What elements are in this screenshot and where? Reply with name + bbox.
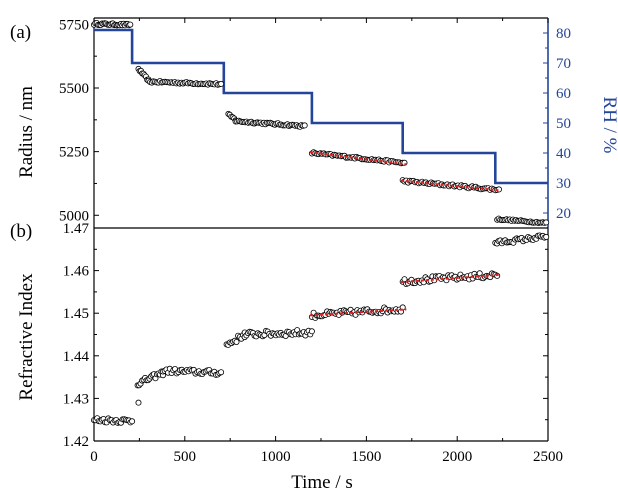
ri-point: [233, 338, 240, 345]
b-xtick-label: 2000: [442, 449, 472, 465]
ri-point: [129, 418, 136, 425]
b-xtick-label: 1500: [351, 449, 381, 465]
a-rh-tick-label: 20: [556, 206, 571, 222]
ri-point: [135, 399, 142, 406]
a-rh-tick-label: 70: [556, 56, 571, 72]
refractive-index-axis-label: Refractive Index: [16, 273, 37, 401]
a-ytick-label: 5750: [59, 17, 89, 33]
ri-point: [218, 369, 225, 376]
ri-fit-line: [310, 308, 407, 317]
b-xtick-label: 1000: [261, 449, 291, 465]
b-ytick-label: 1.42: [63, 434, 89, 450]
rh-axis-label: RH / %: [599, 97, 618, 154]
a-rh-tick-label: 80: [556, 26, 571, 42]
ri-fit-line: [400, 273, 500, 284]
panel-a-label: (a): [10, 22, 31, 43]
b-ytick-label: 1.46: [63, 264, 90, 280]
b-ytick-label: 1.43: [63, 391, 89, 407]
panel-a: 5000 5250 5500 5750 20 30 40 50 60 70 80: [59, 17, 571, 228]
time-axis-label: Time / s: [291, 472, 353, 493]
b-ytick-label: 1.47: [63, 221, 90, 237]
panel-b-label: (b): [10, 221, 32, 242]
a-rh-tick-label: 60: [556, 86, 571, 102]
radius-point: [127, 21, 134, 28]
radius-point: [301, 122, 308, 129]
a-ytick-label: 5500: [59, 81, 89, 97]
b-ytick-label: 1.45: [63, 306, 89, 322]
b-xtick-label: 500: [174, 449, 197, 465]
a-ytick-label: 5000: [59, 208, 89, 224]
a-ytick-label: 5250: [59, 145, 89, 161]
a-rh-tick-label: 40: [556, 146, 571, 162]
b-xtick-label: 0: [90, 449, 98, 465]
panel-b: 1.42 1.43 1.44 1.45 1.46 1.47 0 500 1000 1500 2000…: [63, 221, 563, 465]
ri-point: [308, 328, 315, 335]
ri-point: [543, 233, 550, 240]
radius-point: [218, 80, 225, 87]
a-rh-tick-label: 30: [556, 176, 571, 192]
a-rh-tick-label: 50: [556, 116, 571, 132]
rh-step-line: [94, 28, 548, 185]
radius-axis-label: Radius / nm: [16, 86, 37, 178]
b-ytick-label: 1.44: [63, 349, 90, 365]
radius-fit-line: [309, 151, 407, 166]
radius-fit-line: [400, 179, 500, 192]
radius-point: [543, 219, 550, 226]
b-xtick-label: 2500: [533, 449, 563, 465]
